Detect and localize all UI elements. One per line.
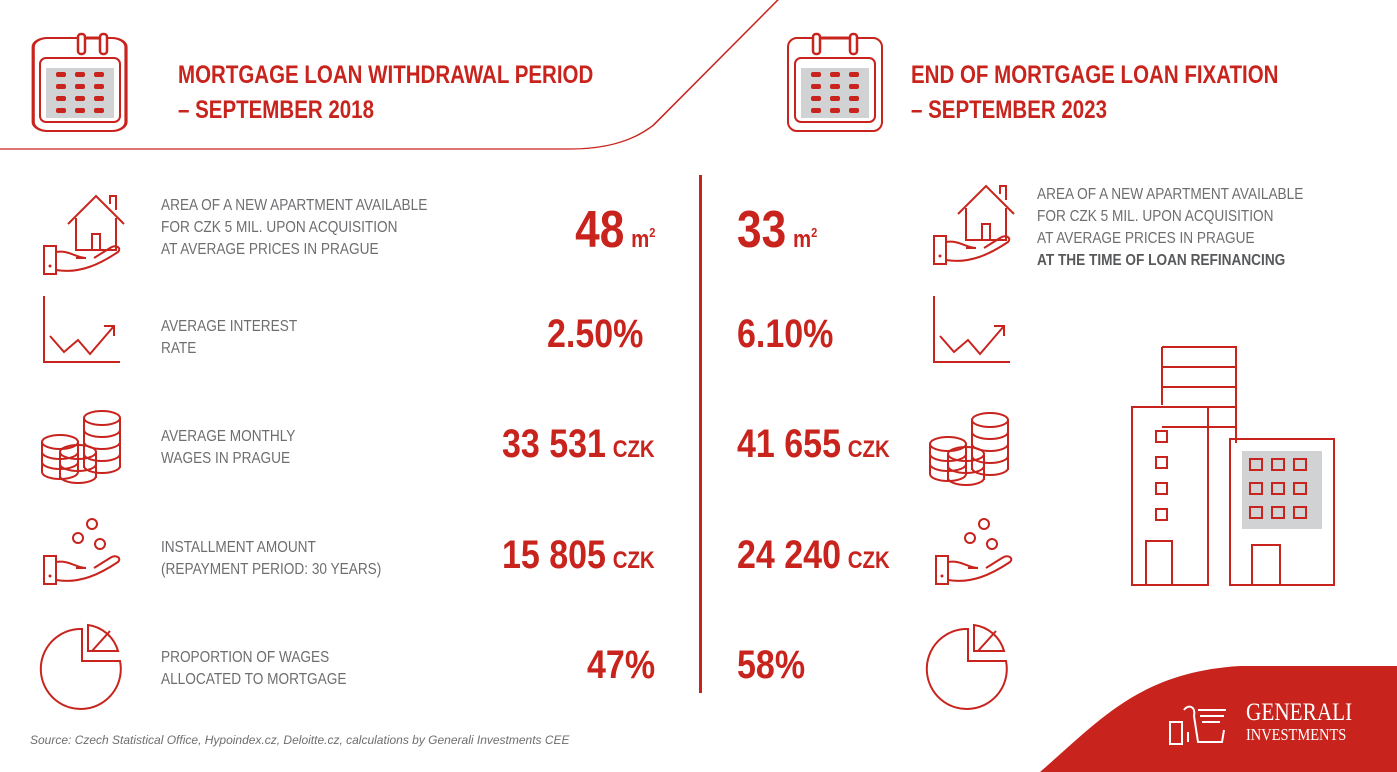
unit-text: m — [630, 226, 649, 253]
label-line: INSTALLMENT AMOUNT — [161, 539, 316, 556]
calendar-icon — [31, 32, 128, 132]
value-number: 41 655 — [737, 422, 841, 466]
left-title-line2: – SEPTEMBER 2018 — [178, 96, 374, 124]
value-number: 33 — [737, 201, 787, 259]
value-2023-area: 33 m2 — [737, 200, 817, 260]
label-proportion: PROPORTION OF WAGES ALLOCATED TO MORTGAG… — [161, 647, 346, 691]
value-number: 48 — [574, 201, 624, 259]
value-2023-installment: 24 240 CZK — [737, 533, 890, 578]
value-2018-wages: 33 531 CZK — [502, 422, 655, 467]
label-line-bold: AT THE TIME OF LOAN REFINANCING — [1037, 252, 1286, 269]
unit-sup: 2 — [648, 225, 655, 240]
label-line: AREA OF A NEW APARTMENT AVAILABLE — [161, 197, 428, 214]
generali-lion-logo-icon — [1169, 705, 1226, 745]
label-line: ALLOCATED TO MORTGAGE — [161, 671, 347, 688]
value-unit: CZK — [847, 547, 890, 574]
label-interest: AVERAGE INTEREST RATE — [161, 316, 297, 360]
label-installment: INSTALLMENT AMOUNT (REPAYMENT PERIOD: 30… — [161, 537, 381, 581]
value-number: 33 531 — [502, 422, 607, 466]
value-number: 24 240 — [737, 533, 841, 577]
label-line: (REPAYMENT PERIOD: 30 YEARS) — [161, 561, 382, 578]
value-unit: m2 — [630, 225, 655, 253]
label-line: AT AVERAGE PRICES IN PRAGUE — [1037, 230, 1255, 247]
label-line: AREA OF A NEW APARTMENT AVAILABLE — [1037, 186, 1304, 203]
label-line: AT AVERAGE PRICES IN PRAGUE — [161, 241, 379, 258]
value-number: 15 805 — [502, 533, 607, 577]
logo-line1: GENERALI — [1246, 699, 1353, 726]
left-title: MORTGAGE LOAN WITHDRAWAL PERIOD – SEPTEM… — [178, 58, 593, 128]
value-2018-area: 48 m2 — [575, 200, 655, 260]
right-title: END OF MORTGAGE LOAN FIXATION – SEPTEMBE… — [911, 58, 1278, 128]
left-title-line1: MORTGAGE LOAN WITHDRAWAL PERIOD — [178, 61, 594, 89]
building-icon — [1131, 346, 1335, 586]
unit-text: m — [792, 226, 812, 253]
label-area-refinancing: AREA OF A NEW APARTMENT AVAILABLE FOR CZ… — [1037, 184, 1303, 272]
value-2023-interest: 6.10% — [737, 312, 833, 357]
value-2018-interest: 2.50% — [547, 312, 643, 357]
value-unit: CZK — [847, 436, 890, 463]
value-2023-wages: 41 655 CZK — [737, 422, 890, 467]
center-divider — [699, 175, 702, 693]
value-unit: CZK — [613, 436, 655, 463]
logo-line2: INVESTMENTS — [1246, 725, 1347, 744]
label-line: AVERAGE INTEREST — [161, 318, 298, 335]
right-title-line2: – SEPTEMBER 2023 — [911, 96, 1107, 124]
label-line: PROPORTION OF WAGES — [161, 649, 330, 666]
right-title-line1: END OF MORTGAGE LOAN FIXATION — [911, 61, 1279, 89]
label-line: FOR CZK 5 MIL. UPON ACQUISITION — [161, 219, 398, 236]
value-unit: m2 — [792, 225, 818, 253]
unit-sup: 2 — [811, 225, 818, 240]
value-2018-installment: 15 805 CZK — [502, 533, 655, 578]
label-area: AREA OF A NEW APARTMENT AVAILABLE FOR CZ… — [161, 195, 427, 261]
label-line: RATE — [161, 340, 197, 357]
label-wages: AVERAGE MONTHLY WAGES IN PRAGUE — [161, 426, 295, 470]
label-line: WAGES IN PRAGUE — [161, 450, 291, 467]
value-number: 47% — [586, 643, 655, 687]
value-number: 6.10% — [737, 312, 834, 356]
calendar-icon — [787, 32, 883, 132]
label-line: AVERAGE MONTHLY — [161, 428, 296, 445]
label-line: FOR CZK 5 MIL. UPON ACQUISITION — [1037, 208, 1274, 225]
header-divider-curve — [0, 0, 779, 150]
value-2023-proportion: 58% — [737, 643, 805, 688]
generali-logo: GENERALI INVESTMENTS — [1246, 699, 1371, 746]
value-number: 58% — [737, 643, 806, 687]
source-note: Source: Czech Statistical Office, Hypoin… — [30, 733, 570, 747]
value-2018-proportion: 47% — [587, 643, 655, 688]
value-unit: CZK — [613, 547, 655, 574]
value-number: 2.50% — [546, 312, 643, 356]
